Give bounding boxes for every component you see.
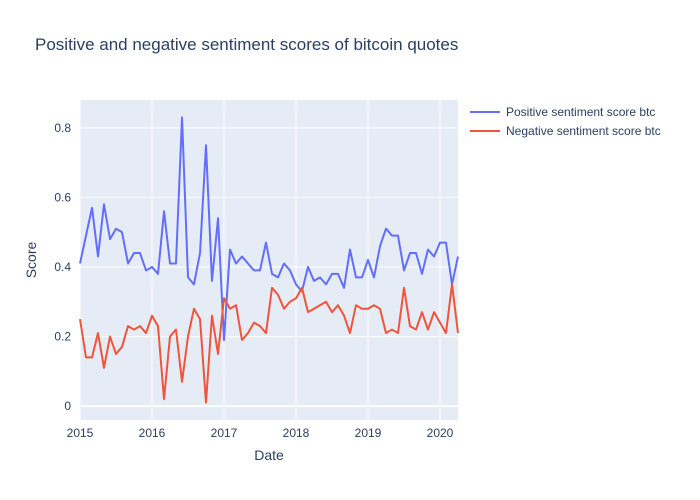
series-line-negative	[79, 283, 459, 404]
y-tick-label: 0.6	[54, 190, 71, 204]
x-axis-ticks: 2015 2016 2017 2018 2019 2020	[67, 426, 454, 440]
x-tick-label: 2017	[211, 426, 238, 440]
x-tick-label: 2020	[427, 426, 454, 440]
x-tick-label: 2019	[355, 426, 382, 440]
y-tick-label: 0.2	[54, 330, 71, 344]
legend-item-positive[interactable]: Positive sentiment score btc	[470, 105, 655, 119]
y-axis-title: Score	[23, 242, 39, 279]
y-tick-label: 0.8	[54, 121, 71, 135]
x-tick-label: 2016	[139, 426, 166, 440]
y-gridlines	[80, 127, 458, 408]
legend-label: Positive sentiment score btc	[506, 105, 655, 119]
series-line-positive	[79, 116, 459, 341]
series-lines	[79, 116, 459, 404]
legend-label: Negative sentiment score btc	[506, 124, 661, 138]
legend[interactable]: Positive sentiment score btc Negative sen…	[470, 105, 661, 138]
legend-item-negative[interactable]: Negative sentiment score btc	[470, 124, 661, 138]
chart-title: Positive and negative sentiment scores o…	[35, 35, 458, 54]
y-axis-ticks: 0 0.2 0.4 0.6 0.8	[54, 121, 71, 413]
x-tick-label: 2015	[67, 426, 94, 440]
y-tick-label: 0	[64, 399, 71, 413]
x-axis-title: Date	[254, 447, 284, 463]
y-tick-label: 0.4	[54, 260, 71, 274]
x-tick-label: 2018	[283, 426, 310, 440]
